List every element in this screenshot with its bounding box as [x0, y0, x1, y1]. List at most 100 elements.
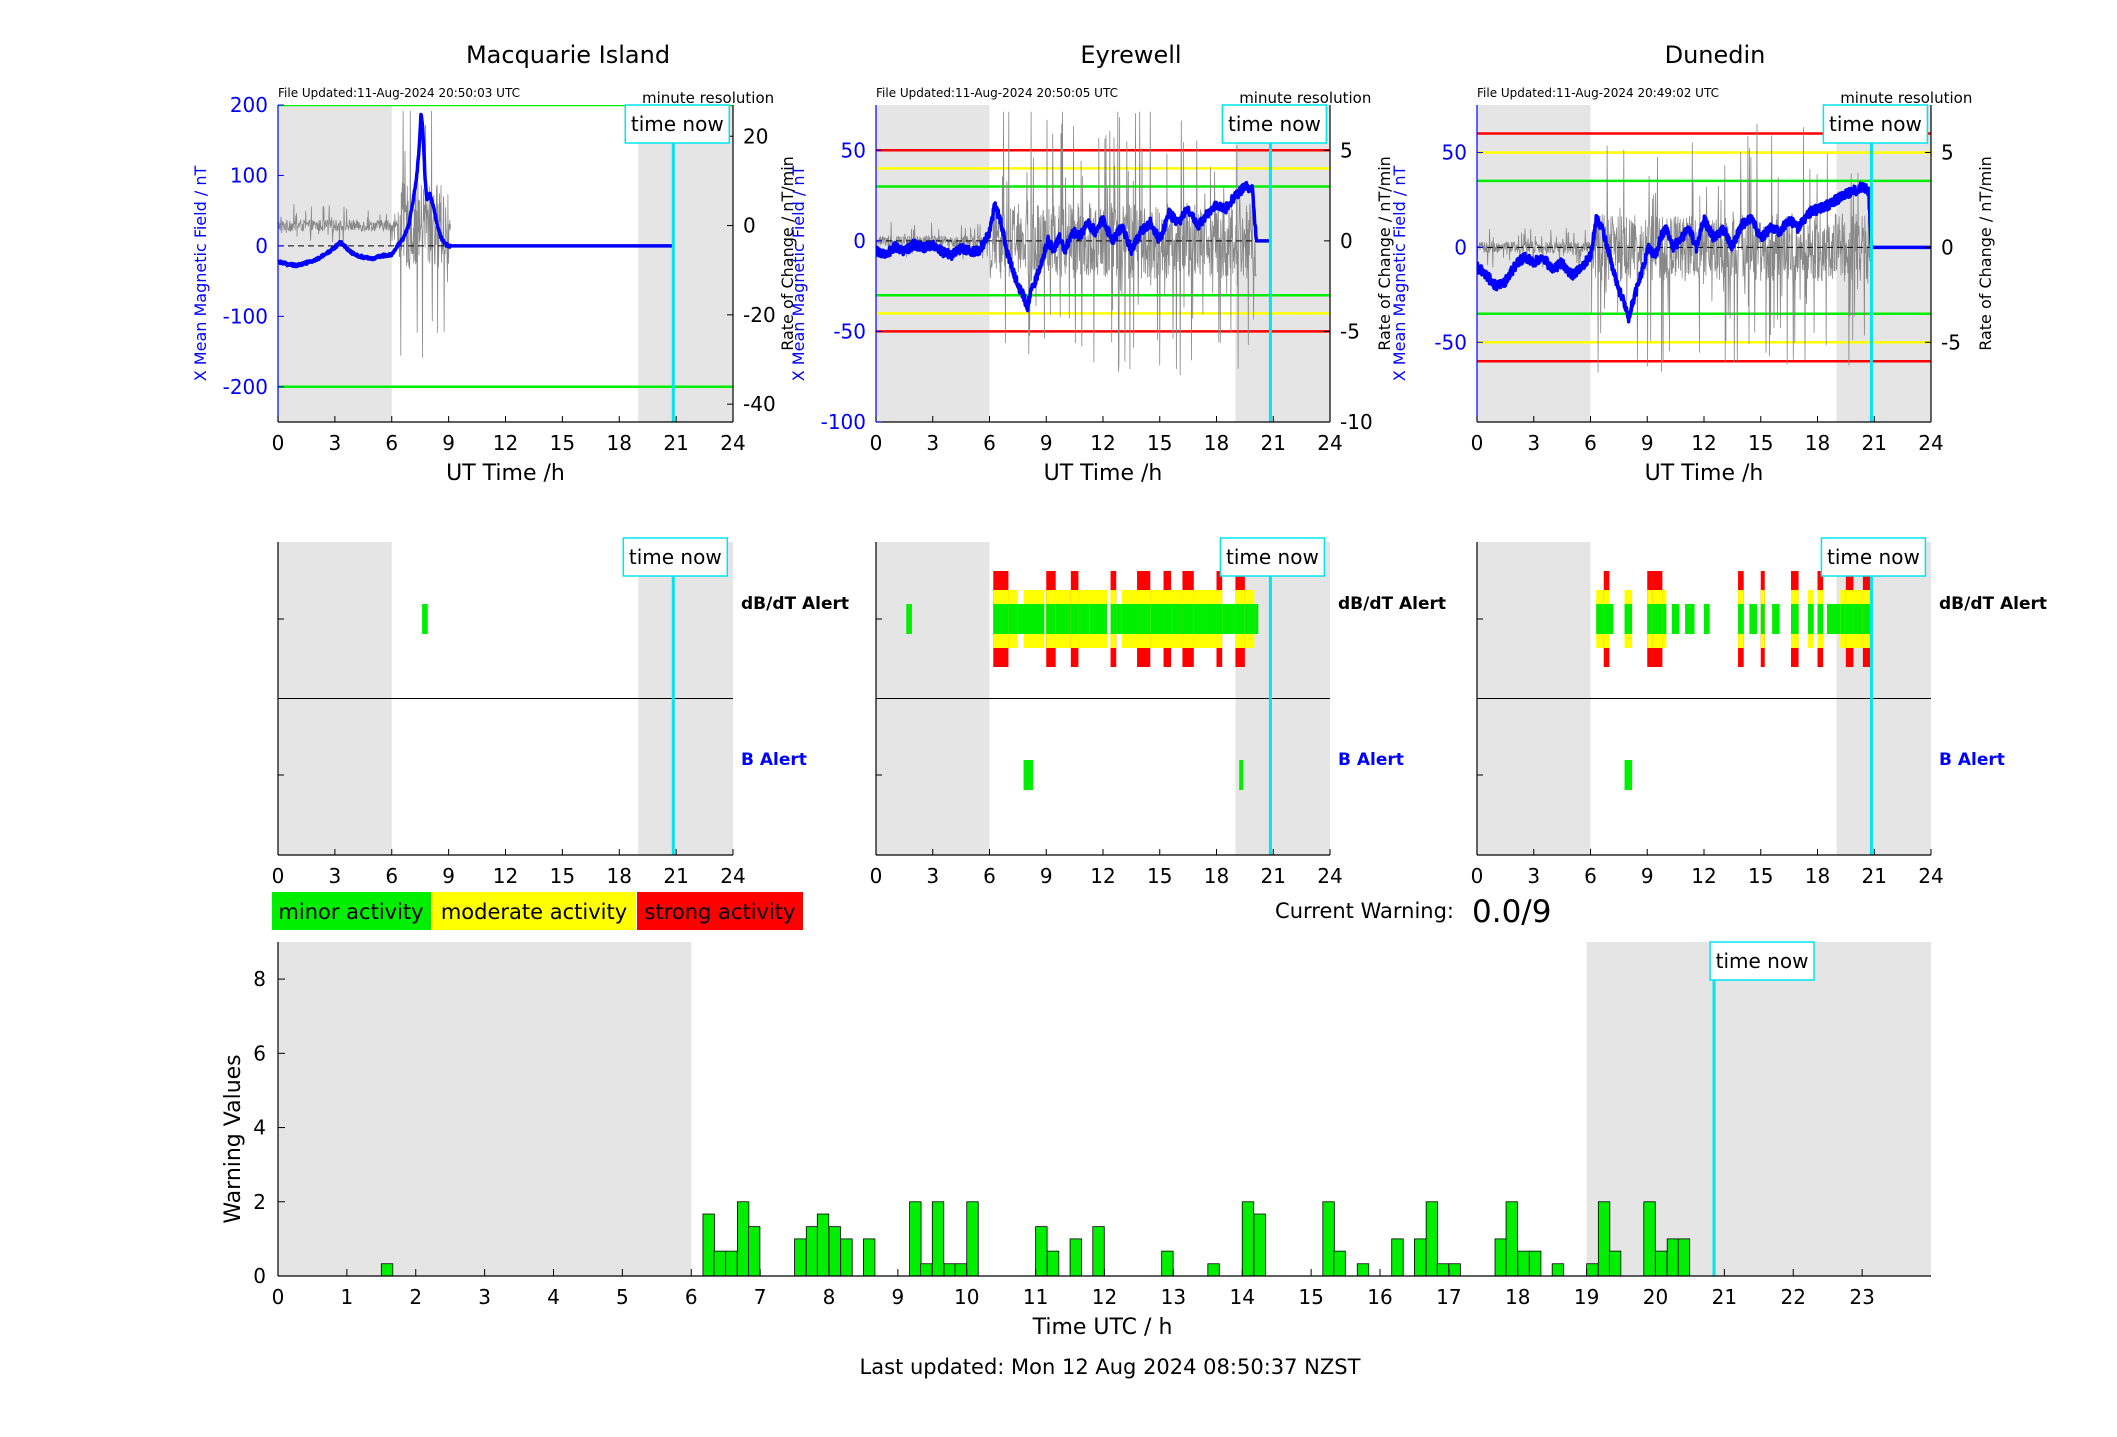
y-right-tick-label: 0 [743, 214, 756, 238]
legend-swatch-strong [637, 892, 803, 930]
x-tick-label: 24 [1317, 431, 1342, 455]
legend-swatch-moderate [432, 892, 636, 930]
legend-swatch-minor [272, 892, 431, 930]
y-left-tick-label: 200 [230, 93, 268, 117]
dbdt-alert-bar-minor [1070, 604, 1079, 634]
dbdt-alert-bar-minor [1193, 604, 1208, 634]
y-right-tick-label: 5 [1941, 140, 1954, 164]
time-now-label: time now [1228, 112, 1321, 136]
time-now-box [1221, 104, 1328, 144]
y-right-tick-label: -20 [743, 303, 776, 327]
dbdt-alert-bar-minor [1808, 604, 1814, 634]
warning-bar [748, 1226, 761, 1277]
dbdt-alert-bar-minor [1163, 604, 1172, 634]
plot-area [876, 111, 1330, 376]
x-tick-label: 8 [823, 1285, 836, 1309]
dbdt-alert-bar-minor [1008, 604, 1018, 634]
time-now-label: time now [1716, 949, 1809, 973]
warning-bar [805, 1226, 819, 1277]
x-tick-label: 17 [1436, 1285, 1461, 1309]
x-tick-label: 3 [329, 864, 342, 888]
x-tick-label: 12 [1090, 864, 1115, 888]
x-axis-label: UT Time /h [1645, 461, 1764, 486]
warning-bar [1322, 1201, 1335, 1277]
alert-panel-1: 0 3 6 9 12 15 18 21 24 dB/dT Alert B Alert time now [272, 537, 849, 888]
x-tick-label: 5 [616, 1285, 629, 1309]
y-right-tick-label: 5 [1340, 138, 1353, 162]
dbdt-alert-bar-minor [1121, 604, 1138, 634]
x-field-series [876, 180, 1272, 313]
x-tick-label: 21 [1862, 864, 1887, 888]
x-tick-label: 0 [272, 431, 285, 455]
x-tick-label: 6 [983, 431, 996, 455]
x-tick-label: 21 [1862, 431, 1887, 455]
time-now-label: time now [631, 112, 724, 136]
dbdt-alert-bar-minor [1116, 604, 1122, 634]
time-now-label: time now [1827, 545, 1920, 569]
x-tick-label: 15 [1298, 1285, 1323, 1309]
night-band [278, 942, 692, 1276]
x-tick-label: 15 [1748, 431, 1773, 455]
x-tick-label: 18 [1204, 864, 1229, 888]
dbdt-alert-bar-minor [1089, 604, 1103, 634]
x-tick-label: 6 [1584, 864, 1597, 888]
current-warning-value: 0.0/9 [1472, 894, 1551, 930]
warning-bar [1677, 1238, 1691, 1277]
dbdt-alert-bar-minor [1647, 604, 1653, 634]
warning-bar [1436, 1263, 1450, 1277]
x-tick-label: 12 [1090, 431, 1115, 455]
warning-bar [920, 1263, 933, 1277]
x-tick-label: 15 [1147, 864, 1172, 888]
x-tick-label: 10 [954, 1285, 979, 1309]
y-left-tick-label: -50 [833, 319, 866, 343]
x-tick-label: 18 [1505, 1285, 1530, 1309]
dbdt-alert-bar-minor [1222, 604, 1236, 634]
warning-bar [702, 1213, 715, 1277]
night-band [1235, 105, 1330, 422]
magnetometer-panel-1: 0 3 6 9 12 15 18 21 24-200-1000100200-40-20020UT… [191, 86, 797, 486]
dbdt-alert-bar-minor [1772, 604, 1780, 634]
dbdt-alert-bar-minor [1235, 604, 1245, 634]
y-left-tick-label: -100 [821, 410, 866, 434]
warning-bar [1643, 1201, 1656, 1277]
x-tick-label: 9 [1040, 864, 1053, 888]
station-title: Dunedin [1665, 41, 1766, 69]
dbdt-alert-bar-minor [1671, 604, 1680, 634]
warning-bar [1425, 1201, 1439, 1277]
file-updated-text: File Updated:11-Aug-2024 20:50:03 UTC [278, 86, 520, 100]
night-band [876, 105, 990, 422]
b-alert-label: B Alert [741, 750, 807, 770]
dbdt-alert-bar-minor [1171, 604, 1183, 634]
x-field-series [1477, 181, 1931, 324]
dbdt-alert-bar-minor [1662, 604, 1667, 634]
x-tick-label: 6 [685, 1285, 698, 1309]
dbdt-alert-label: dB/dT Alert [1939, 594, 2047, 614]
x-tick-label: 0 [870, 431, 883, 455]
warning-bar [909, 1201, 922, 1277]
dbdt-alert-bar-minor [1817, 604, 1824, 634]
dbdt-alert-bar-minor [1760, 604, 1765, 634]
time-now-label: time now [1829, 112, 1922, 136]
warning-bar [1586, 1263, 1599, 1277]
warning-bar [1333, 1250, 1346, 1277]
x-tick-label: 24 [720, 864, 745, 888]
x-tick-label: 15 [1748, 864, 1773, 888]
dbdt-alert-bar-minor [993, 604, 1009, 634]
dbdt-alert-bar-minor [1845, 604, 1854, 634]
x-tick-label: 0 [272, 1285, 285, 1309]
x-tick-label: 3 [926, 864, 939, 888]
resolution-text: minute resolution [642, 89, 774, 107]
warning-bar [1551, 1263, 1565, 1277]
x-tick-label: 12 [493, 864, 518, 888]
x-tick-label: 9 [442, 864, 455, 888]
time-now-box [1219, 537, 1326, 577]
time-now-label: time now [1226, 545, 1319, 569]
time-now-box [622, 537, 729, 577]
plot-area [1477, 123, 1931, 373]
x-tick-label: 13 [1161, 1285, 1186, 1309]
dbdt-alert-bar-minor [1840, 604, 1846, 634]
warning-bar [1597, 1201, 1611, 1277]
x-tick-label: 3 [1527, 431, 1540, 455]
dbdt-alert-bar-minor [422, 604, 428, 634]
